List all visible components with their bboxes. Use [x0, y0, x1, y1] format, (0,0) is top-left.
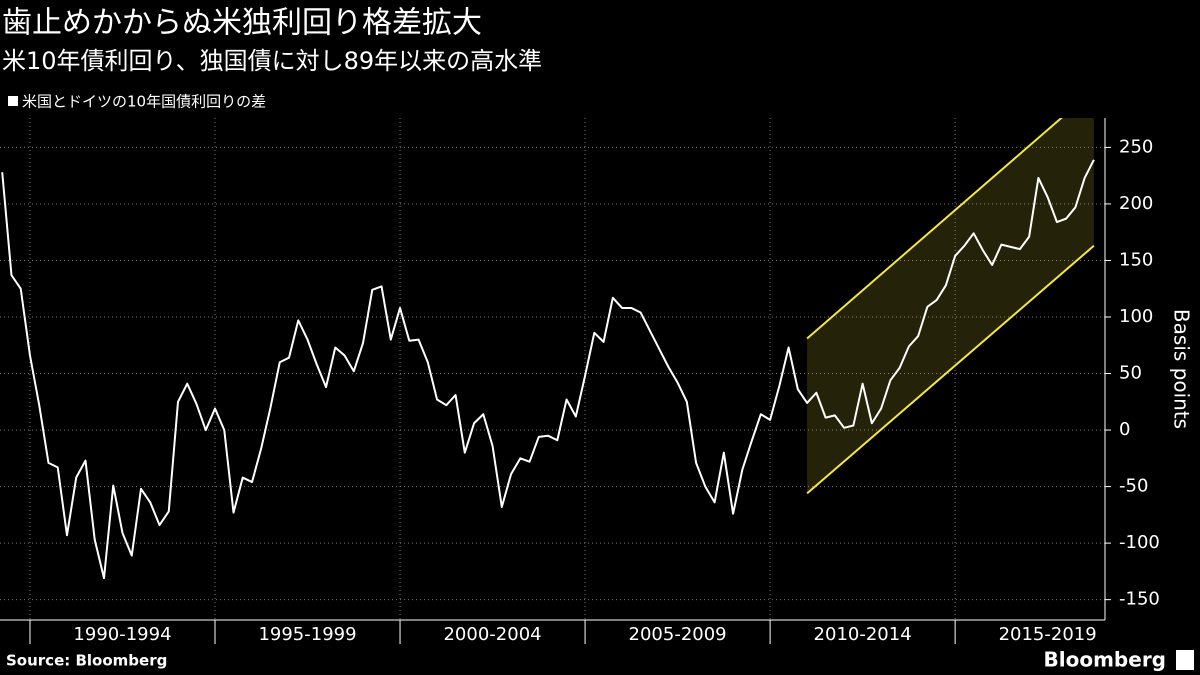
- y-tick-label: 250: [1119, 136, 1153, 157]
- y-tick-label: 50: [1119, 363, 1142, 384]
- chart-subtitle: 米10年債利回り、独国債に対し89年以来の高水準: [2, 47, 542, 75]
- channel-lower: [806, 245, 1095, 495]
- x-tick-label: 1995-1999: [258, 624, 356, 645]
- x-tick-label: 1990-1994: [73, 624, 171, 645]
- data-line: [1, 159, 1095, 580]
- plot-area: [1, 118, 1095, 580]
- x-tick-label: 2005-2009: [629, 624, 727, 645]
- chart-title: 歯止めかからぬ米独利回り格差拡大: [2, 6, 482, 41]
- x-tick-label: 2000-2004: [443, 624, 541, 645]
- y-tick-label: 100: [1119, 306, 1153, 327]
- x-tick-label: 2015-2019: [999, 624, 1097, 645]
- channel-upper: [806, 118, 1063, 340]
- legend-swatch: [8, 96, 18, 106]
- x-tick-label: 2010-2014: [814, 624, 912, 645]
- y-tick-label: 0: [1119, 419, 1130, 440]
- y-tick-label: 150: [1119, 249, 1153, 270]
- brand: Bloomberg: [1044, 648, 1166, 672]
- y-tick-label: 200: [1119, 193, 1153, 214]
- source: Source: Bloomberg: [6, 652, 167, 670]
- y-tick-label: -50: [1119, 476, 1148, 497]
- y-tick-label: -150: [1119, 589, 1160, 610]
- legend-label: 米国とドイツの10年国債利回りの差: [22, 93, 266, 111]
- channel-fill: [807, 118, 1094, 494]
- y-tick-label: -100: [1119, 532, 1160, 553]
- y-axis-label: Basis points: [1170, 309, 1194, 429]
- brand-icon: [1176, 650, 1194, 670]
